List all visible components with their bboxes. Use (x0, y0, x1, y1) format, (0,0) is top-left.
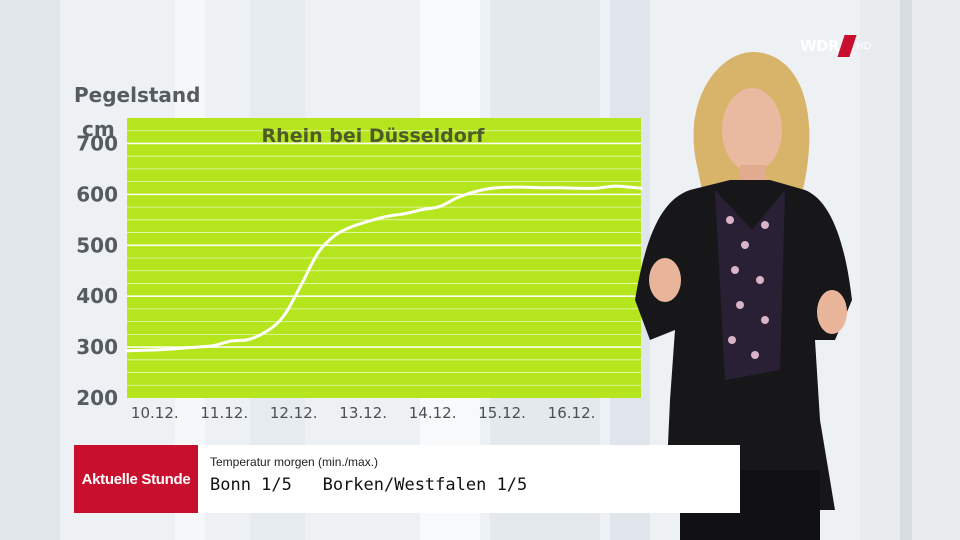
water-level-points (126, 186, 642, 351)
y-tick-label: 200 (76, 386, 118, 410)
lower-third-text: Bonn 1/5 Borken/Westfalen 1/5 (210, 475, 528, 495)
y-axis-title: Pegelstand (74, 83, 200, 107)
x-tick-label: 15.12. (478, 404, 526, 422)
presenter-right-hand (817, 290, 847, 334)
lower-third-panel: Temperatur morgen (min./max.) Bonn 1/5 B… (198, 445, 740, 513)
hd-badge: HD (856, 40, 872, 52)
x-tick-label: 13.12. (339, 404, 387, 422)
y-tick-label: 300 (76, 335, 118, 359)
presenter-blouse (715, 190, 785, 380)
x-tick-label: 11.12. (200, 404, 248, 422)
y-tick-label: 500 (76, 233, 118, 257)
x-tick-label: 12.12. (270, 404, 318, 422)
y-tick-labels: 200 300 400 500 600 700 (76, 131, 118, 410)
x-tick-label: 10.12. (131, 404, 179, 422)
y-tick-label: 600 (76, 182, 118, 206)
chart-title: Rhein bei Düsseldorf (262, 125, 486, 147)
x-tick-labels: 10.12. 11.12. 12.12. 13.12. 14.12. 15.12. 16.1… (131, 404, 595, 422)
presenter-left-hand (649, 258, 681, 302)
broadcaster-logo-text: WDR (800, 37, 840, 55)
presenter-face (722, 88, 782, 172)
presenter (635, 51, 852, 540)
grid-lines (127, 130, 641, 386)
broadcaster-logo: WDR HD (800, 34, 871, 58)
x-tick-label: 16.12. (548, 404, 596, 422)
x-tick-label: 14.12. (409, 404, 457, 422)
blouse-pattern (726, 216, 769, 359)
program-badge: Aktuelle Stunde (74, 445, 198, 513)
y-tick-label: 400 (76, 284, 118, 308)
lower-third-subtitle: Temperatur morgen (min./max.) (210, 455, 379, 469)
y-axis-unit: cm (82, 117, 115, 141)
lower-third: Aktuelle Stunde Temperatur morgen (min./… (74, 445, 740, 513)
y-tick-label: 700 (76, 131, 118, 155)
